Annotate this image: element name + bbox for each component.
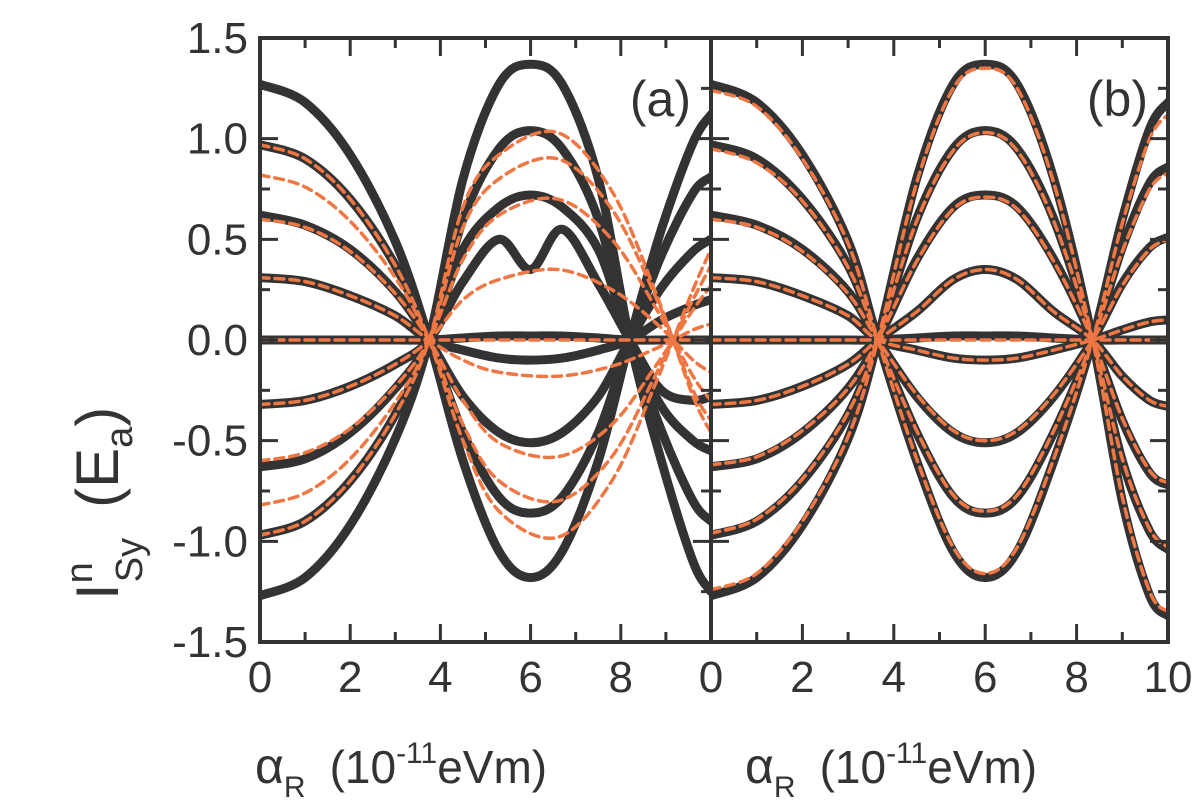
y-label-unit-close: ) xyxy=(64,407,131,427)
x-label-unit-rest: eVm) xyxy=(437,741,547,793)
dashed-curve-12 xyxy=(260,275,711,379)
x-label-sub: R xyxy=(774,771,796,804)
y-tick-label: 1.0 xyxy=(187,115,248,164)
svg-text:αR(10-11eVm): αR (10-11eVm) xyxy=(255,737,547,804)
x-label-symbol: α xyxy=(255,738,284,794)
dashed-curve-10 xyxy=(260,173,711,504)
dashed-curve-16 xyxy=(711,130,1168,550)
dashed-curve-11 xyxy=(260,217,711,460)
solid-curve-8 xyxy=(260,59,711,601)
panel-b: 0 2 4 6 8 10 (b) xyxy=(699,36,1193,702)
dashed-curve-12 xyxy=(711,275,1168,362)
x-tick-label: 8 xyxy=(609,653,633,702)
solid-curve-0 xyxy=(260,79,711,583)
y-label-sup: n xyxy=(59,562,101,583)
y-axis-label: In Sy (Ea) xyxy=(59,407,151,600)
x-tick-label: 8 xyxy=(1064,653,1088,702)
dashed-curve-15 xyxy=(711,195,1168,485)
x-label-unit-sup: -11 xyxy=(886,737,927,770)
y-tick-label: 0.0 xyxy=(187,316,248,365)
x-label-unit-sup: -11 xyxy=(396,737,437,770)
x-label-unit-open: (10 xyxy=(820,741,886,793)
solid-curve-0 xyxy=(711,79,1168,583)
plot-area xyxy=(260,59,711,601)
y-tick-label: 0.5 xyxy=(187,215,248,264)
x-tick-label: 0 xyxy=(699,653,723,702)
x-label-sub: R xyxy=(284,771,306,804)
x-tick-label: 2 xyxy=(790,653,814,702)
x-tick-label: 10 xyxy=(1144,653,1193,702)
x-axis-label-a: αR (10-11eVm) xyxy=(255,737,547,804)
dashed-curve-10 xyxy=(711,146,1168,513)
y-tick-label: 1.5 xyxy=(187,14,248,63)
dashed-curve-9 xyxy=(260,142,711,540)
dashed-curve-9 xyxy=(711,88,1168,576)
y-tick-label: -1.0 xyxy=(172,517,248,566)
x-tick-label: 0 xyxy=(248,653,272,702)
plot-area xyxy=(711,59,1168,621)
x-label-unit-open: (10 xyxy=(330,741,396,793)
y-tick-label: -1.5 xyxy=(172,618,248,667)
solid-curve-6 xyxy=(260,190,711,472)
dashed-curve-17 xyxy=(711,66,1168,614)
svg-text:αR(10-11eVm): αR (10-11eVm) xyxy=(745,737,1037,804)
x-tick-label: 4 xyxy=(882,653,906,702)
panel-label: (a) xyxy=(630,71,691,127)
x-tick-label: 4 xyxy=(428,653,452,702)
y-tick-label: -0.5 xyxy=(172,417,248,466)
panel-a: 0 2 4 6 8 1.5 1.0 0.5 0.0 -0.5 -1.0 -1.5 (a) xyxy=(172,14,729,702)
x-axis-label-b: αR (10-11eVm) xyxy=(745,737,1037,804)
y-label-main: I xyxy=(64,583,131,600)
x-tick-label: 6 xyxy=(973,653,997,702)
x-tick-label: 2 xyxy=(338,653,362,702)
x-label-unit-rest: eVm) xyxy=(927,741,1037,793)
panel-label: (b) xyxy=(1087,71,1148,127)
y-label-sub: Sy xyxy=(109,538,151,582)
dashed-curve-14 xyxy=(711,267,1168,409)
dashed-curve-15 xyxy=(260,196,711,463)
y-label-unit-open: (E xyxy=(64,448,131,508)
dashed-curve-17 xyxy=(260,129,711,538)
solid-curve-2 xyxy=(260,210,711,448)
y-label-unit-sub: a xyxy=(99,426,141,448)
dashed-curve-11 xyxy=(711,217,1168,443)
x-tick-label: 6 xyxy=(518,653,542,702)
dashed-curve-14 xyxy=(260,267,711,407)
x-label-symbol: α xyxy=(745,738,774,794)
